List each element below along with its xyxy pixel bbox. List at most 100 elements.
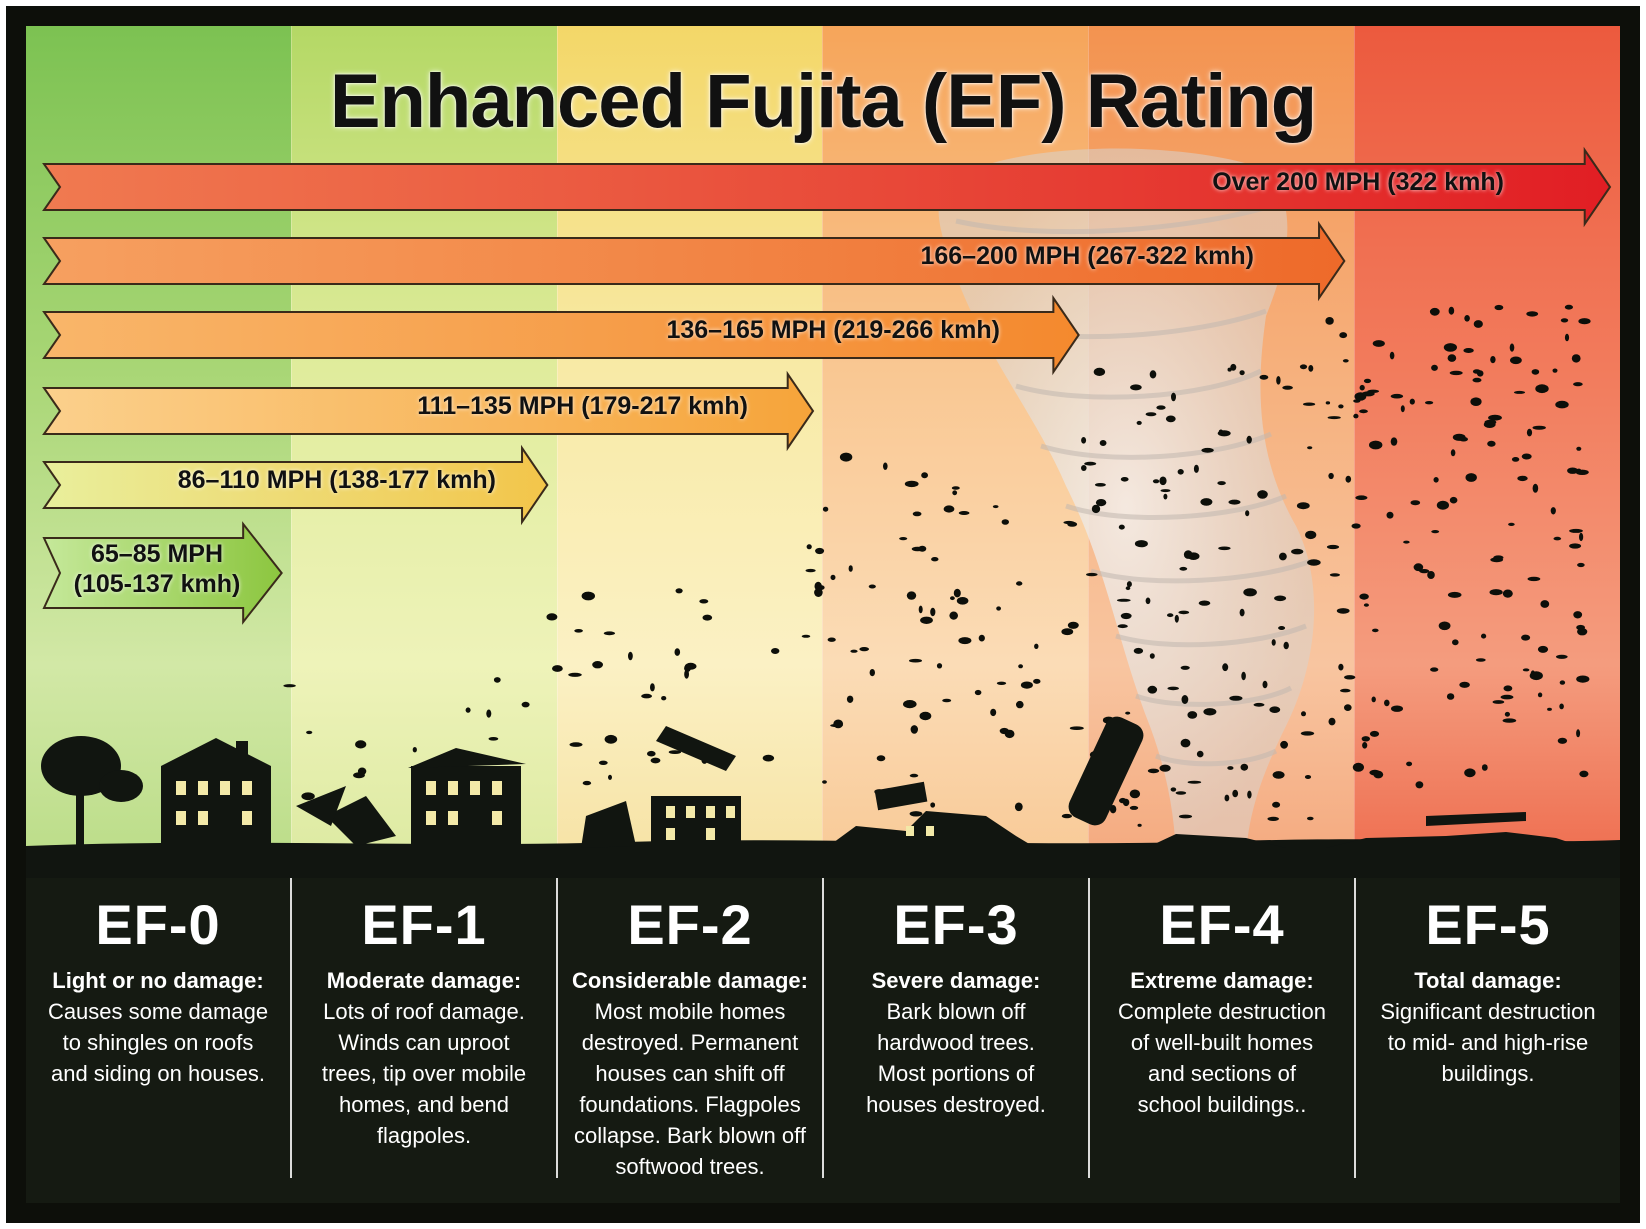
- debris-particle: [822, 506, 829, 512]
- debris-particle: [1232, 789, 1239, 798]
- debris-particle: [992, 505, 999, 509]
- debris-particle: [1239, 370, 1245, 376]
- debris-particle: [1509, 343, 1515, 352]
- debris-particle: [806, 544, 812, 550]
- debris-particle: [1361, 736, 1371, 742]
- debris-particle: [1386, 511, 1394, 519]
- debris-particle: [1513, 390, 1526, 394]
- debris-particle: [1061, 628, 1074, 636]
- debris-particle: [1342, 359, 1349, 363]
- debris-particle: [1372, 628, 1379, 633]
- debris-particle: [1521, 634, 1531, 641]
- debris-particle: [848, 565, 853, 572]
- debris-particle: [1014, 802, 1023, 812]
- debris-particle: [1363, 378, 1372, 384]
- debris-particle: [647, 750, 656, 757]
- debris-particle: [1481, 633, 1487, 639]
- ground-silhouette: [26, 716, 1620, 878]
- debris-particle: [1262, 680, 1268, 689]
- desc-line: buildings.: [1441, 1061, 1535, 1086]
- arrow-label-ef4: 166–200 MPH (267-322 kmh): [920, 242, 1254, 270]
- debris-particle: [1300, 731, 1315, 736]
- debris-particle: [1459, 681, 1470, 688]
- debris-particle: [1133, 647, 1144, 654]
- debris-particle: [1429, 307, 1440, 316]
- debris-particle: [869, 669, 875, 677]
- debris-particle: [1304, 775, 1312, 779]
- debris-particle: [1093, 367, 1106, 376]
- debris-particle: [920, 616, 933, 624]
- debris-particle: [661, 696, 667, 701]
- debris-particle: [850, 649, 858, 653]
- debris-particle: [569, 742, 583, 747]
- debris-particle: [684, 662, 697, 670]
- debris-particle: [1339, 332, 1348, 339]
- debris-particle: [1307, 816, 1314, 821]
- debris-particle: [1034, 643, 1039, 649]
- debris-particle: [1372, 340, 1385, 347]
- debris-particle: [1463, 348, 1474, 353]
- debris-particle: [1241, 671, 1246, 681]
- debris-particle: [1283, 641, 1289, 650]
- debris-particle: [1134, 540, 1148, 548]
- debris-particle: [1352, 762, 1364, 772]
- debris-particle: [1577, 562, 1585, 568]
- debris-particle: [952, 490, 958, 496]
- debris-particle: [1338, 663, 1344, 671]
- desc-line: Significant destruction: [1380, 999, 1596, 1024]
- debris-particle: [702, 614, 713, 621]
- debris-particle: [1452, 639, 1459, 646]
- debris-particle: [1307, 446, 1313, 450]
- debris-particle: [1527, 576, 1541, 582]
- desc-line: trees, tip over mobile: [321, 1061, 527, 1086]
- debris-particle: [1125, 586, 1131, 591]
- debris-particle: [1117, 624, 1128, 629]
- debris-particle: [1033, 678, 1041, 684]
- debris-particle: [1436, 500, 1449, 510]
- debris-particle: [1253, 702, 1265, 707]
- desc-line: foundations. Flagpoles: [579, 1092, 801, 1117]
- debris-particle: [465, 707, 471, 713]
- desc-line: destroyed. Permanent: [581, 1030, 799, 1055]
- debris-particle: [1326, 544, 1340, 550]
- debris-particle: [1228, 499, 1241, 505]
- debris-particle: [958, 637, 972, 645]
- desc-line: school buildings..: [1137, 1092, 1307, 1117]
- debris-particle: [1178, 814, 1193, 819]
- debris-particle: [1230, 363, 1237, 371]
- debris-particle: [930, 802, 936, 808]
- debris-particle: [1136, 420, 1142, 425]
- debris-particle: [1470, 397, 1482, 407]
- debris-particle: [1576, 675, 1590, 683]
- debris-particle: [1484, 419, 1497, 425]
- debris-particle: [1118, 524, 1125, 530]
- debris-particle: [1576, 729, 1581, 738]
- debris-particle: [1490, 356, 1496, 364]
- debris-particle: [833, 719, 844, 729]
- debris-particle: [675, 588, 683, 594]
- debris-particle: [1120, 477, 1129, 482]
- debris-particle: [912, 511, 922, 517]
- debris-particle: [1425, 401, 1434, 405]
- debris-particle: [1369, 440, 1383, 450]
- debris-particle: [1120, 612, 1132, 620]
- debris-particle: [1095, 499, 1107, 507]
- debris-particles: [283, 304, 1591, 827]
- debris-particle: [1174, 614, 1179, 623]
- debris-particle: [1363, 603, 1369, 607]
- debris-particle: [1579, 532, 1584, 542]
- debris-particle: [546, 613, 558, 621]
- debris-particle: [918, 605, 923, 614]
- debris-particle: [1481, 764, 1488, 771]
- debris-particle: [1271, 639, 1276, 646]
- debris-particle: [1557, 737, 1568, 744]
- speed-arrow: [42, 444, 549, 526]
- debris-particle: [1526, 428, 1533, 437]
- debris-particle: [1555, 400, 1569, 409]
- rubble-icon: [1326, 812, 1586, 848]
- debris-particle: [805, 568, 816, 573]
- debris-particle: [1084, 461, 1097, 466]
- desc-line: hardwood trees.: [877, 1030, 1035, 1055]
- rating-name: EF-2: [627, 893, 753, 956]
- debris-particle: [1165, 415, 1176, 423]
